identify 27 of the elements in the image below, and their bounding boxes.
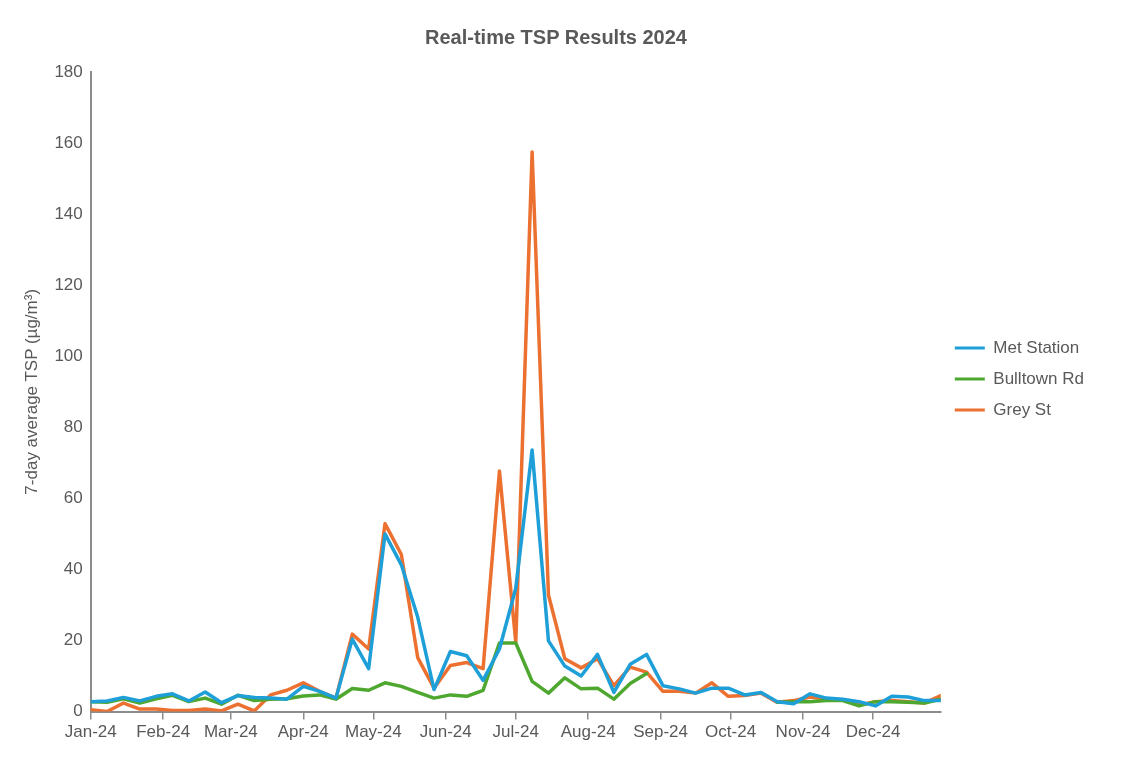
y-axis-title: 7-day average TSP (µg/m³) bbox=[21, 288, 41, 495]
legend-label: Met Station bbox=[993, 337, 1080, 357]
y-tick-label: 80 bbox=[63, 417, 83, 437]
y-tick-label: 40 bbox=[63, 559, 83, 579]
x-tick-label: Apr-24 bbox=[277, 722, 329, 742]
chart-title: Real-time TSP Results 2024 bbox=[425, 25, 688, 48]
x-tick-label: Oct-24 bbox=[705, 722, 757, 742]
x-tick-label: Feb-24 bbox=[136, 722, 191, 742]
y-tick-label: 140 bbox=[54, 203, 83, 223]
y-tick-label: 60 bbox=[63, 488, 83, 508]
legend-label: Grey St bbox=[993, 399, 1052, 419]
y-tick-label: 180 bbox=[54, 61, 83, 81]
legend-label: Bulltown Rd bbox=[993, 368, 1085, 388]
x-tick-label: Nov-24 bbox=[775, 722, 831, 742]
y-tick-label: 120 bbox=[54, 274, 83, 294]
x-tick-label: Sep-24 bbox=[633, 722, 688, 742]
x-tick-label: Jan-24 bbox=[64, 722, 117, 742]
x-tick-label: Jul-24 bbox=[492, 722, 539, 742]
y-tick-label: 160 bbox=[54, 132, 83, 152]
y-tick-label: 20 bbox=[63, 630, 83, 650]
x-tick-label: May-24 bbox=[344, 722, 402, 742]
x-tick-label: Aug-24 bbox=[560, 722, 616, 742]
x-tick-label: Jun-24 bbox=[419, 722, 472, 742]
x-tick-label: Dec-24 bbox=[845, 722, 901, 742]
y-tick-label: 100 bbox=[54, 345, 83, 365]
y-tick-label: 0 bbox=[73, 701, 83, 721]
x-tick-label: Mar-24 bbox=[203, 722, 258, 742]
